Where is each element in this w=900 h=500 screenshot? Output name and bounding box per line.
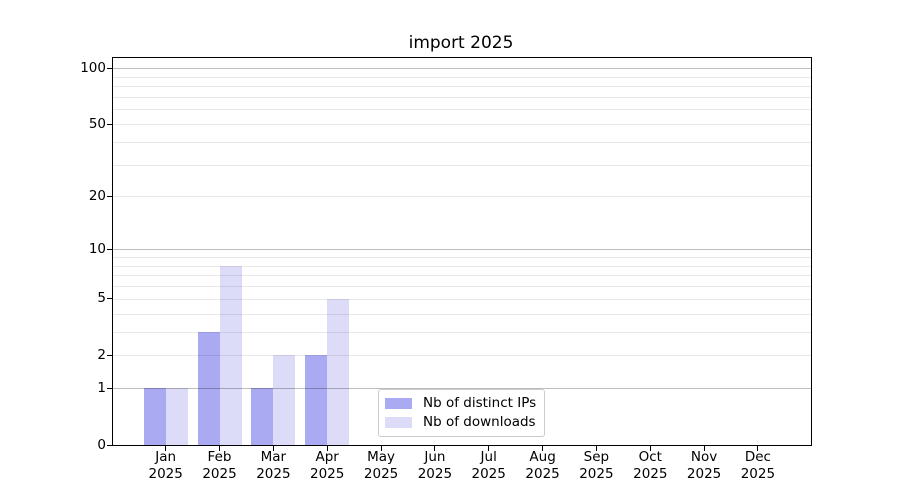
x-tick-mark: [703, 446, 705, 451]
bar-downloads-feb: [219, 265, 242, 445]
minor-gridline: [113, 164, 811, 166]
y-tick-label: 5: [97, 290, 106, 307]
x-tick-label: Aug 2025: [525, 449, 560, 482]
y-tick-label: 100: [80, 59, 106, 76]
minor-gridline: [113, 331, 811, 333]
major-gridline: [113, 388, 811, 390]
x-tick-label: Oct 2025: [633, 449, 668, 482]
x-tick-mark: [326, 446, 328, 451]
y-tick-label: 1: [97, 379, 106, 396]
chart-title: import 2025: [408, 33, 514, 53]
x-tick-mark: [219, 446, 220, 451]
x-tick-label: Jan 2025: [148, 449, 183, 482]
minor-gridline: [113, 86, 811, 88]
x-tick-mark: [757, 446, 759, 451]
legend-swatch-distinct-ips-icon: [385, 398, 412, 409]
legend-item: Nb of downloads: [385, 415, 538, 430]
y-tick-mark: [107, 123, 113, 125]
x-tick-mark: [434, 446, 436, 451]
bar-downloads-mar: [273, 355, 296, 445]
x-tick-label: Dec 2025: [740, 449, 776, 482]
x-tick-label: Mar 2025: [256, 449, 291, 482]
y-tick-mark: [107, 195, 113, 197]
x-tick-mark: [165, 446, 167, 451]
minor-gridline: [113, 124, 811, 125]
minor-gridline: [113, 196, 811, 198]
bar-downloads-apr: [327, 298, 350, 445]
x-tick-mark: [488, 446, 490, 451]
y-tick-mark: [107, 298, 113, 300]
x-tick-label: May 2025: [363, 449, 399, 482]
y-tick-mark: [107, 387, 113, 389]
bar-distinct-ips-feb: [197, 331, 220, 445]
major-gridline: [113, 68, 811, 70]
x-tick-label: Feb 2025: [202, 449, 237, 482]
minor-gridline: [113, 76, 811, 78]
minor-gridline: [113, 286, 811, 288]
x-tick-label: Jun 2025: [417, 449, 453, 482]
y-tick-label: 20: [88, 187, 106, 204]
legend-label: Nb of downloads: [423, 414, 536, 430]
minor-gridline: [113, 265, 811, 267]
y-tick-label: 50: [88, 115, 106, 132]
y-tick-label: 0: [97, 436, 106, 453]
x-tick-label: Jul 2025: [471, 449, 506, 482]
minor-gridline: [113, 97, 811, 98]
x-tick-mark: [649, 446, 651, 451]
bar-distinct-ips-apr: [305, 355, 328, 445]
minor-gridline: [113, 298, 811, 300]
minor-gridline: [113, 355, 811, 357]
legend-swatch-downloads-icon: [385, 417, 412, 428]
x-tick-mark: [380, 446, 382, 451]
major-gridline: [113, 249, 811, 251]
plot-area: [112, 57, 812, 446]
minor-gridline: [113, 257, 811, 258]
y-tick-mark: [107, 444, 113, 446]
bar-distinct-ips-mar: [251, 388, 274, 445]
y-tick-mark: [107, 354, 113, 356]
y-tick-label: 2: [97, 346, 106, 363]
x-tick-mark: [542, 446, 544, 451]
y-tick-label: 10: [88, 240, 106, 257]
x-tick-mark: [595, 446, 597, 451]
bar-distinct-ips-jan: [143, 388, 166, 445]
legend-item: Nb of distinct IPs: [385, 396, 538, 411]
x-tick-label: Sep 2025: [579, 449, 614, 482]
x-tick-label: Apr 2025: [310, 449, 345, 482]
x-tick-label: Nov 2025: [686, 449, 722, 482]
minor-gridline: [113, 109, 811, 111]
minor-gridline: [113, 313, 811, 315]
minor-gridline: [113, 275, 811, 277]
legend: Nb of distinct IPs Nb of downloads: [378, 389, 545, 437]
y-tick-mark: [107, 248, 113, 250]
minor-gridline: [113, 141, 811, 143]
x-tick-mark: [272, 446, 274, 451]
y-tick-mark: [107, 67, 113, 69]
legend-label: Nb of distinct IPs: [423, 395, 537, 411]
bar-downloads-jan: [165, 388, 188, 445]
